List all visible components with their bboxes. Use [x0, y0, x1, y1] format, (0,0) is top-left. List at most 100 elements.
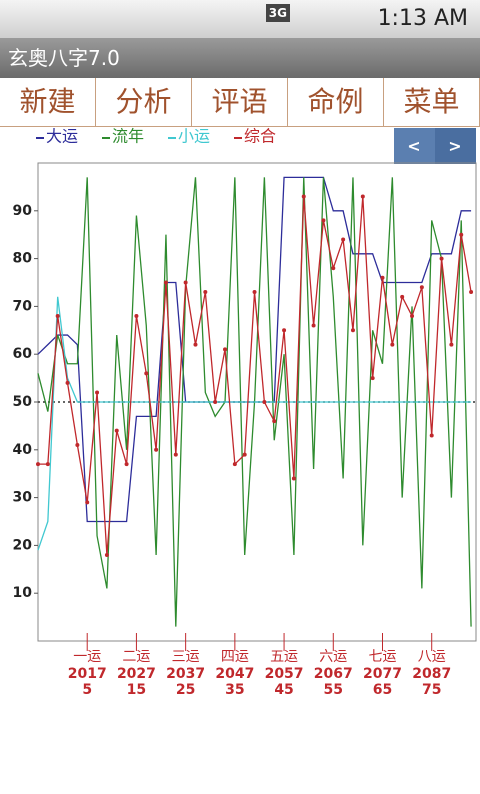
point: [104, 552, 109, 557]
point: [95, 390, 100, 395]
x-tick-label: 5: [82, 682, 92, 698]
x-tick-year: 2047: [215, 666, 254, 682]
series-line: [37, 296, 472, 551]
x-tick-year: 2037: [166, 666, 205, 682]
point: [45, 462, 50, 467]
y-tick-label: 50: [13, 394, 33, 410]
point: [183, 280, 188, 285]
point: [203, 290, 208, 295]
x-tick-name: 一运: [73, 649, 101, 665]
point: [173, 452, 178, 457]
x-tick-year: 2027: [117, 666, 156, 682]
y-tick-label: 20: [13, 537, 33, 553]
x-tick-name: 七运: [368, 649, 396, 665]
nav-label: >: [448, 137, 461, 156]
tab[interactable]: 分析: [96, 78, 192, 126]
point: [419, 285, 424, 290]
legend-label: 大运: [46, 127, 78, 146]
y-tick-label: 40: [13, 442, 33, 458]
x-tick-name: 五运: [270, 649, 298, 665]
point: [75, 443, 80, 448]
point: [262, 400, 267, 404]
x-tick-year: 2057: [265, 666, 304, 682]
point: [65, 380, 70, 385]
x-tick-label: 45: [274, 682, 293, 698]
point: [144, 371, 149, 376]
nav-button[interactable]: [394, 128, 435, 164]
point: [134, 313, 139, 318]
tab[interactable]: 评语: [192, 78, 288, 126]
y-tick-label: 60: [13, 346, 33, 362]
point: [459, 232, 464, 237]
point: [55, 313, 60, 318]
series-line: [37, 176, 472, 523]
tab[interactable]: 命例: [288, 78, 384, 126]
point: [242, 452, 247, 457]
y-tick-label: 90: [13, 203, 33, 219]
x-tick-name: 二运: [122, 649, 150, 665]
x-tick-label: 35: [225, 682, 244, 698]
y-tick-label: 30: [13, 490, 33, 506]
point: [213, 400, 218, 404]
legend-label: 综合: [244, 127, 276, 146]
point: [439, 256, 444, 261]
app-title: 玄奥八字7.0: [0, 38, 480, 78]
x-tick-label: 75: [422, 682, 441, 698]
point: [400, 294, 405, 299]
point: [232, 462, 237, 467]
network: 3G: [265, 4, 290, 22]
nav-button[interactable]: [435, 128, 476, 164]
point: [429, 433, 434, 438]
point: [114, 428, 119, 433]
tab[interactable]: 菜单: [384, 78, 480, 126]
point: [449, 342, 454, 347]
legend-label: 小运: [178, 127, 210, 146]
point: [124, 462, 129, 467]
point: [370, 376, 375, 381]
x-tick-year: 2067: [314, 666, 353, 682]
point: [301, 194, 306, 199]
point: [380, 275, 385, 280]
point: [331, 266, 336, 271]
point: [252, 290, 257, 295]
y-tick-label: 70: [13, 298, 33, 314]
point: [321, 218, 326, 223]
point: [410, 313, 415, 318]
x-tick-label: 25: [176, 682, 195, 698]
tab-bar: 新建 分析 评语 命例 菜单: [0, 78, 480, 127]
point: [341, 237, 346, 242]
x-tick-year: 2077: [363, 666, 402, 682]
x-tick-name: 四运: [221, 649, 249, 665]
series-line: [38, 196, 472, 556]
clock: 1:13 AM: [377, 6, 468, 31]
x-tick-name: 六运: [319, 649, 347, 665]
y-tick-label: 10: [13, 585, 33, 601]
point: [282, 328, 287, 333]
x-tick-label: 65: [373, 682, 392, 698]
x-tick-year: 2017: [68, 666, 107, 682]
series-line: [37, 177, 472, 627]
x-tick-name: 三运: [172, 649, 200, 665]
x-tick-label: 55: [324, 682, 343, 698]
nav-label: <: [407, 137, 420, 156]
point: [350, 328, 355, 333]
point: [36, 462, 40, 467]
tab[interactable]: 新建: [0, 78, 96, 126]
point: [390, 342, 395, 347]
plot-frame: [37, 162, 477, 642]
status-bar: 3G 1:13 AM: [0, 0, 480, 38]
x-tick-year: 2087: [412, 666, 451, 682]
point: [193, 342, 198, 347]
x-tick-label: 15: [127, 682, 146, 698]
point: [360, 194, 365, 199]
point: [85, 500, 90, 505]
y-tick-label: 80: [13, 251, 33, 267]
point: [154, 447, 159, 452]
x-tick-name: 八运: [418, 649, 446, 665]
point: [272, 419, 277, 424]
point: [469, 290, 474, 295]
point: [291, 476, 296, 481]
point: [223, 347, 228, 352]
point: [311, 323, 316, 328]
